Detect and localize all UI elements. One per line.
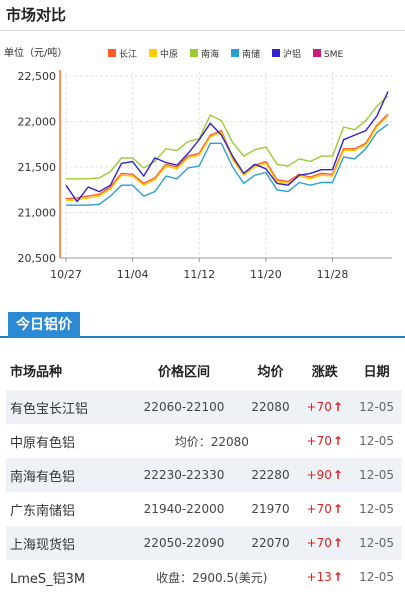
market-name: 中原有色铝 xyxy=(10,435,76,451)
price-range: 22230-22330 xyxy=(125,458,243,492)
today-price-tabbar: 今日铝价 xyxy=(0,312,405,338)
series-line xyxy=(66,95,389,180)
date-cell: 12-05 xyxy=(351,390,402,424)
up-arrow-icon: ↑ xyxy=(332,434,343,448)
legend-label: 南储 xyxy=(242,48,260,60)
table-row: 上海现货铝 22050-22090 22070 +70↑ 12-05 xyxy=(6,526,402,560)
change-value: +90 xyxy=(306,468,332,482)
x-tick-label: 10/27 xyxy=(50,268,82,281)
legend-swatch xyxy=(231,49,239,57)
x-tick-label: 11/28 xyxy=(317,268,349,281)
market-name: 上海现货铝 xyxy=(6,526,126,560)
change-value: +70 xyxy=(306,400,332,414)
price-change: +70↑ xyxy=(298,526,352,560)
y-tick-label: 22,000 xyxy=(18,116,57,129)
y-tick-label: 21,000 xyxy=(18,207,57,220)
legend-swatch xyxy=(190,49,198,57)
title-divider xyxy=(0,30,405,31)
merged-price: 均价：22080 xyxy=(174,434,249,449)
table-row: LmeS_铝3M 收盘：2900.5(美元) +13↑ 12-05 xyxy=(6,560,402,592)
x-tick-label: 11/20 xyxy=(250,268,282,281)
tab-today-aluminum-price[interactable]: 今日铝价 xyxy=(8,312,80,338)
legend-label: 中原 xyxy=(160,48,178,60)
series-line xyxy=(65,115,389,202)
price-table: 市场品种 价格区间 均价 涨跌 日期 有色宝长江铝 22060-22100 22… xyxy=(6,350,402,592)
price-comparison-chart: 单位（元/吨） 长江 中原 南海 南储 沪铝 SME 20,500 21,000 21,500 22… xyxy=(4,46,392,281)
change-value: +70 xyxy=(306,502,332,516)
market-name: LmeS_铝3M xyxy=(10,571,86,587)
table-header-row: 市场品种 价格区间 均价 涨跌 日期 xyxy=(6,350,402,390)
table-row: 广东南储铝 21940-22000 21970 +70↑ 12-05 xyxy=(6,492,402,526)
average-price: 22080 xyxy=(242,390,299,424)
market-name: 广东南储铝 xyxy=(10,503,76,519)
change-value: +70 xyxy=(306,536,332,550)
legend-label: 长江 xyxy=(119,48,137,60)
price-change: +70↑ xyxy=(298,424,351,458)
y-tick-label: 21,500 xyxy=(18,161,57,174)
series-line xyxy=(66,123,389,206)
up-arrow-icon: ↑ xyxy=(332,502,343,516)
legend-label: SME xyxy=(324,50,343,60)
header-change: 涨跌 xyxy=(311,364,338,380)
date-cell: 12-05 xyxy=(359,502,395,516)
y-axis-label: 单位（元/吨） xyxy=(4,46,67,59)
date-cell: 12-05 xyxy=(351,526,402,560)
change-value: +13 xyxy=(306,570,332,584)
header-market: 市场品种 xyxy=(10,364,63,380)
x-tick-label: 11/04 xyxy=(117,268,149,281)
table-row: 有色宝长江铝 22060-22100 22080 +70↑ 12-05 xyxy=(6,390,402,424)
market-name: 南海有色铝 xyxy=(6,458,126,492)
up-arrow-icon: ↑ xyxy=(332,468,343,482)
price-range: 22050-22090 xyxy=(125,526,243,560)
average-price: 22280 xyxy=(242,458,299,492)
date-cell: 12-05 xyxy=(359,434,395,448)
legend-label: 南海 xyxy=(201,48,219,60)
date-cell: 12-05 xyxy=(359,570,395,584)
up-arrow-icon: ↑ xyxy=(332,570,343,584)
table-row: 中原有色铝 均价：22080 +70↑ 12-05 xyxy=(6,424,402,458)
price-change: +70↑ xyxy=(298,492,351,526)
header-date: 日期 xyxy=(363,364,390,380)
legend-swatch xyxy=(108,49,116,57)
legend-label: 沪铝 xyxy=(283,48,301,60)
table-row: 南海有色铝 22230-22330 22280 +90↑ 12-05 xyxy=(6,458,402,492)
y-tick-label: 20,500 xyxy=(18,252,57,265)
header-range: 价格区间 xyxy=(158,364,211,380)
legend-swatch xyxy=(149,49,157,57)
price-change: +70↑ xyxy=(298,390,352,424)
page-title: 市场对比 xyxy=(6,6,67,24)
legend-swatch xyxy=(313,49,321,57)
header-average: 均价 xyxy=(257,364,284,380)
price-range: 21940-22000 xyxy=(143,502,225,516)
average-price: 21970 xyxy=(251,502,290,516)
market-name: 有色宝长江铝 xyxy=(6,390,126,424)
change-value: +70 xyxy=(306,434,332,448)
average-price: 22070 xyxy=(242,526,299,560)
up-arrow-icon: ↑ xyxy=(332,536,343,550)
series-line xyxy=(65,91,389,203)
price-range: 22060-22100 xyxy=(125,390,243,424)
price-change: +90↑ xyxy=(298,458,352,492)
y-tick-label: 22,500 xyxy=(18,70,57,83)
date-cell: 12-05 xyxy=(351,458,402,492)
up-arrow-icon: ↑ xyxy=(332,400,343,414)
price-change: +13↑ xyxy=(298,560,351,592)
x-tick-label: 11/12 xyxy=(183,268,215,281)
merged-price: 收盘：2900.5(美元) xyxy=(156,570,268,585)
legend-swatch xyxy=(272,49,280,57)
